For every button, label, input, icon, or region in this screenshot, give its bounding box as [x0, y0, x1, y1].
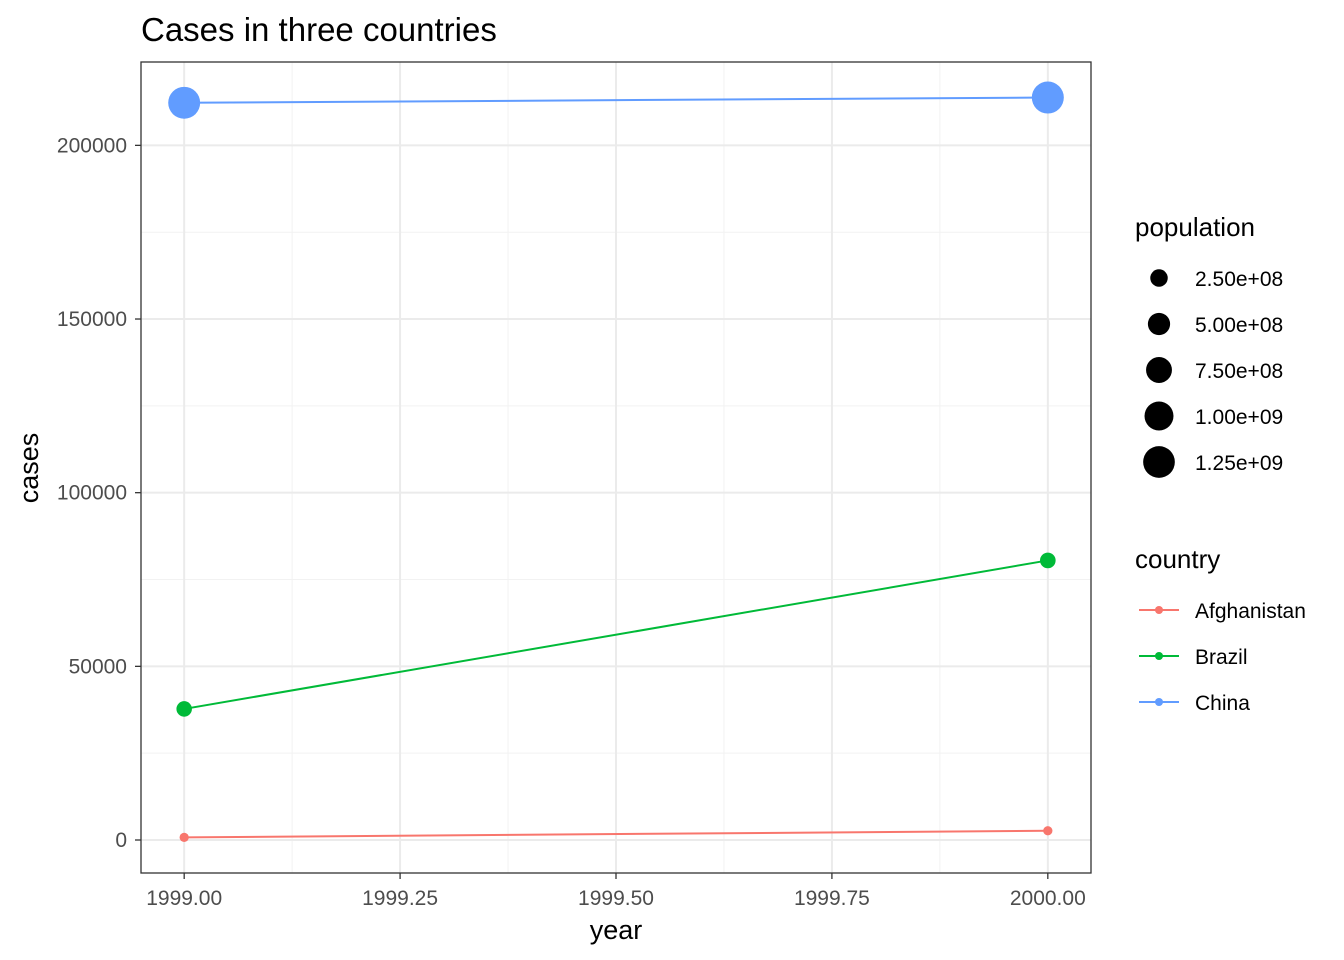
x-axis-title: year: [590, 915, 643, 945]
x-tick-label: 1999.50: [578, 887, 654, 910]
data-point-brazil: [1040, 552, 1056, 569]
size-legend-key: [1147, 312, 1171, 336]
size-legend-label: 1.00e+09: [1195, 406, 1283, 429]
size-legend-items: 2.50e+08 5.00e+08 7.50e+08 1.00e+09 1.25e+09: [1143, 268, 1283, 478]
x-tick-label: 2000.00: [1010, 887, 1086, 910]
size-legend-key: [1150, 269, 1168, 287]
size-legend-label: 7.50e+08: [1195, 360, 1283, 383]
y-tick-label: 150000: [57, 308, 127, 331]
data-point-brazil: [176, 701, 192, 717]
size-legend-key: [1144, 401, 1174, 431]
color-legend-title: country: [1135, 544, 1220, 574]
legend-label-brazil: Brazil: [1195, 646, 1248, 669]
size-legend-label: 5.00e+08: [1195, 314, 1283, 337]
data-point-china: [168, 86, 201, 119]
chart-title: Cases in three countries: [141, 11, 497, 48]
series-line-china: [184, 96, 1048, 104]
size-legend-label: 1.25e+09: [1195, 452, 1283, 475]
size-legend-label: 2.50e+08: [1195, 268, 1283, 291]
color-legend: country Afghanistan Brazil China: [1135, 544, 1306, 715]
legend-point-china: [1155, 698, 1163, 706]
series-line-brazil: [184, 559, 1048, 710]
size-legend-key: [1143, 446, 1175, 478]
y-axis: 0 50000 100000 150000 200000: [57, 134, 141, 852]
data-point-china: [1031, 81, 1064, 114]
y-tick-label: 0: [115, 829, 127, 852]
y-tick-label: 200000: [57, 134, 127, 157]
size-legend-title: population: [1135, 212, 1255, 242]
size-legend: population 2.50e+08 5.00e+08 7.50e+08 1.00e…: [1135, 212, 1283, 478]
data-point-afghanistan: [179, 832, 189, 843]
y-axis-title: cases: [14, 433, 44, 504]
x-tick-label: 1999.25: [362, 887, 438, 910]
legend-label-afghanistan: Afghanistan: [1195, 600, 1306, 623]
y-tick-label: 100000: [57, 482, 127, 505]
x-axis: 1999.00 1999.25 1999.50 1999.75 2000.00: [146, 873, 1086, 910]
grid-major: [141, 62, 1091, 873]
legend-point-afghanistan: [1155, 606, 1163, 614]
size-legend-key: [1146, 357, 1172, 383]
data-point-afghanistan: [1043, 826, 1053, 836]
series-line-afghanistan: [184, 829, 1048, 839]
x-tick-label: 1999.00: [146, 887, 222, 910]
y-tick-label: 50000: [69, 655, 127, 678]
x-tick-label: 1999.75: [794, 887, 870, 910]
legend-point-brazil: [1155, 652, 1163, 660]
legend-label-china: China: [1195, 692, 1250, 715]
color-legend-items: Afghanistan Brazil China: [1139, 600, 1306, 715]
series-layer: [168, 81, 1064, 843]
